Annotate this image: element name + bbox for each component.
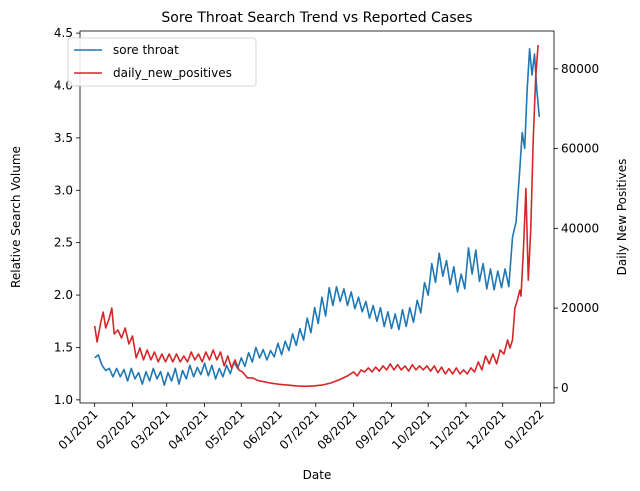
legend-label-2: daily_new_positives bbox=[113, 66, 232, 80]
y-left-tick-label: 2.5 bbox=[54, 236, 73, 250]
x-tick-label: 10/2021 bbox=[389, 407, 434, 452]
x-tick-label: 06/2021 bbox=[240, 407, 285, 452]
y-axis-right: 0 20000 40000 60000 80000 bbox=[554, 62, 599, 395]
y-left-tick-label: 1.0 bbox=[54, 393, 73, 407]
series-line-2 bbox=[93, 44, 539, 388]
x-tick-label: 12/2021 bbox=[464, 407, 509, 452]
x-axis-title: Date bbox=[303, 468, 332, 482]
legend: sore throat daily_new_positives bbox=[67, 37, 257, 87]
y-left-tick-label: 3.0 bbox=[54, 183, 73, 197]
y-left-tick-label: 1.5 bbox=[54, 340, 73, 354]
x-tick-label: 09/2021 bbox=[352, 407, 397, 452]
x-tick-label: 05/2021 bbox=[202, 407, 247, 452]
plot-frame bbox=[79, 30, 555, 404]
series-layer bbox=[93, 44, 541, 388]
x-axis: 01/202102/202103/202104/202105/202106/20… bbox=[56, 403, 547, 452]
legend-box bbox=[67, 37, 257, 87]
y-left-tick-label: 2.0 bbox=[54, 288, 73, 302]
y-right-tick-label: 60000 bbox=[561, 142, 599, 156]
y-right-tick-label: 80000 bbox=[561, 62, 599, 76]
series-line-1 bbox=[94, 48, 541, 386]
x-tick-label: 07/2021 bbox=[277, 407, 322, 452]
y-right-tick-label: 40000 bbox=[561, 221, 599, 235]
x-tick-label: 01/2021 bbox=[56, 407, 101, 452]
x-tick-label: 04/2021 bbox=[166, 407, 211, 452]
chart-title: Sore Throat Search Trend vs Reported Cas… bbox=[161, 10, 472, 26]
legend-label-1: sore throat bbox=[113, 43, 179, 57]
y-left-tick-label: 4.5 bbox=[54, 26, 73, 40]
y-left-tick-label: 3.5 bbox=[54, 131, 73, 145]
y-axis-left-title: Relative Search Volume bbox=[9, 146, 23, 288]
x-tick-label: 11/2021 bbox=[427, 407, 472, 452]
y-axis-left: 1.01.52.02.53.03.54.04.5 bbox=[54, 26, 80, 407]
y-right-tick-label: 20000 bbox=[561, 301, 599, 315]
x-tick-label: 01/2022 bbox=[502, 407, 547, 452]
y-right-tick-label: 0 bbox=[561, 381, 569, 395]
y-axis-right-title: Daily New Positives bbox=[615, 159, 629, 276]
x-tick-label: 08/2021 bbox=[315, 407, 360, 452]
